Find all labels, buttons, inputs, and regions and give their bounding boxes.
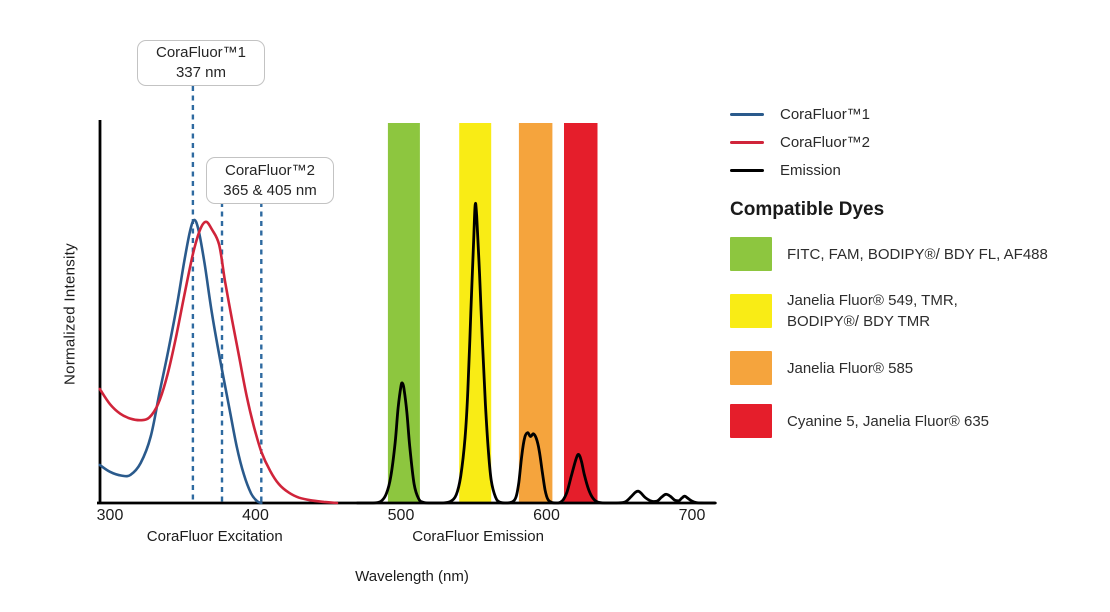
x-tick-label-400: 400 [242,507,269,524]
callout-corafluor2: CoraFluor™2 365 & 405 nm [206,157,334,204]
dye-row-green: FITC, FAM, BODIPY®/ BDY FL, AF488 [730,237,1102,271]
callout-value: 365 & 405 nm [223,181,317,199]
callout-value: 337 nm [175,64,227,81]
corafluor1-line-swatch [730,113,764,116]
callout-corafluor1: CoraFluor™1 337 nm [137,40,265,86]
red-filter-swatch [730,404,772,438]
dye-label: Cyanine 5, Janelia Fluor® 635 [787,412,990,430]
callout-title: CoraFluor™2 [224,161,316,179]
legend-item-corafluor1: CoraFluor™1 [730,106,1102,123]
filter-band-0 [387,123,420,503]
x-section-label-excitation: CoraFluor Excitation [146,528,283,545]
legend-panel: CoraFluor™1 CoraFluor™2 Emission Compati… [730,106,1102,457]
dye-label: Janelia Fluor® 585 [787,359,914,377]
x-tick-label-300: 300 [96,507,124,524]
curve-corafluor1-excitation [98,218,263,505]
curve-emission [356,201,717,505]
curve-corafluor2-excitation [98,220,339,505]
dye-row-orange: Janelia Fluor® 585 [730,351,1102,385]
dye-label: Janelia Fluor® 549, TMR, [787,292,958,309]
emission-line-swatch [730,169,764,172]
corafluor2-line-swatch [730,141,764,144]
dye-label: FITC, FAM, BODIPY®/ BDY FL, AF488 [787,245,1048,263]
legend-item-emission: Emission [730,162,1102,179]
filter-band-3 [564,123,598,503]
compatible-dyes-heading: Compatible Dyes [730,199,885,220]
dye-label-line2: BODIPY®/ BDY TMR [787,313,931,330]
x-section-label-emission: CoraFluor Emission [412,528,544,545]
y-axis-label: Normalized Intensity [61,243,79,385]
orange-filter-swatch [730,351,772,385]
dye-row-yellow: Janelia Fluor® 549, TMR, BODIPY®/ BDY TM… [730,290,1102,332]
x-tick-label-500: 500 [387,507,415,524]
x-tick-label-600: 600 [533,507,560,524]
legend-label: Emission [780,162,841,179]
dye-row-red: Cyanine 5, Janelia Fluor® 635 [730,404,1102,438]
legend-label: CoraFluor™1 [780,106,871,123]
green-filter-swatch [730,237,772,271]
x-axis-label: Wavelength (nm) [355,568,469,585]
legend-label: CoraFluor™2 [780,134,871,151]
legend-item-corafluor2: CoraFluor™2 [730,134,1102,151]
x-tick-label-700: 700 [678,507,706,524]
yellow-filter-swatch [730,294,772,328]
callout-title: CoraFluor™1 [155,44,247,61]
